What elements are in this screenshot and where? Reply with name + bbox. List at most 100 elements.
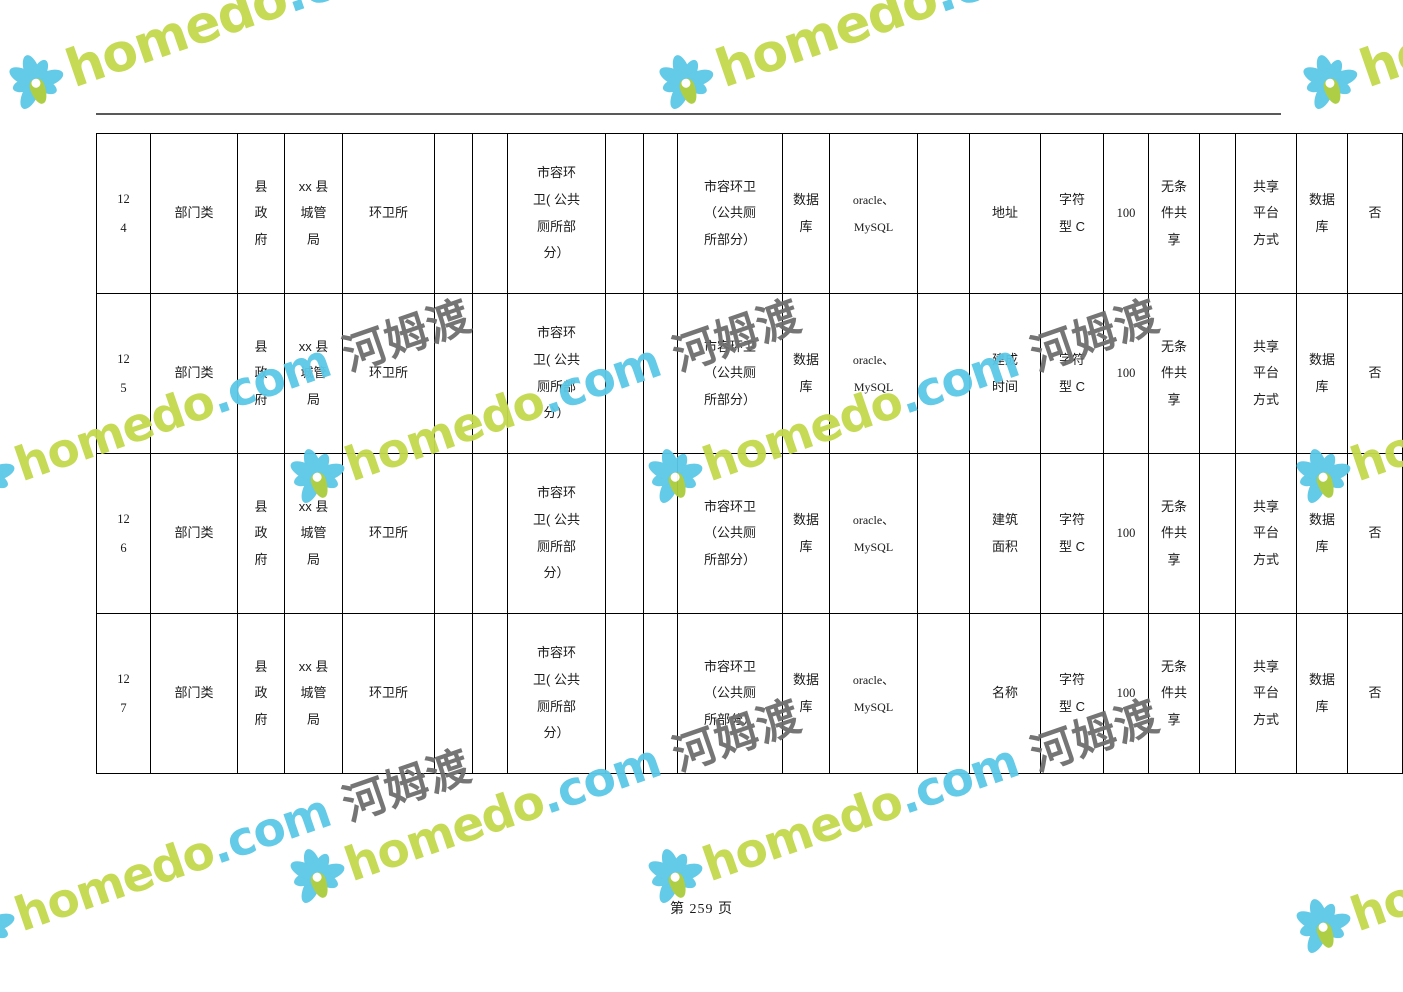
flower-petal-icon (649, 869, 675, 890)
table-row: 12 6 部门类县政府 xx 县城管局环卫所 市容环 卫( 公共 厕所部 分） 市容环卫 （公共厕… (96, 453, 1403, 614)
resource-catalog-table: 12 4 部门类县政府 xx 县城管局环卫所 市容环 卫( 公共 厕所部 分） 市容环卫 （公共厕… (96, 133, 1403, 774)
flower-petal-icon (299, 847, 323, 878)
cell-department: 环卫所 (342, 613, 435, 774)
flower-leaf-icon (0, 470, 1, 501)
flower-petal-icon (1328, 66, 1360, 90)
cell-database-type: oracle、 MySQL (829, 613, 918, 774)
table-row: 12 5 部门类县政府 xx 县城管局环卫所 市容环 卫( 公共 厕所部 分） 市容环卫 （公共厕… (96, 293, 1403, 454)
cell-blank (917, 293, 970, 454)
cell-resource-format: 数据库 (782, 613, 830, 774)
cell-department: 环卫所 (342, 453, 435, 614)
cell-field-name: 地址 (969, 133, 1041, 294)
flower-petal-icon (310, 851, 333, 877)
cell-share-form: 数据库 (1296, 453, 1348, 614)
cell-blank (917, 613, 970, 774)
flower-petal-icon (315, 860, 347, 884)
flower-petal-icon (0, 470, 11, 492)
cell-share-form: 数据库 (1296, 613, 1348, 774)
cell-department: 环卫所 (342, 133, 435, 294)
watermark-brand-name: homedo (58, 0, 295, 100)
cell-gov-level: 县政府 (237, 613, 285, 774)
cell-organization: xx 县城管局 (284, 293, 343, 454)
flower-petal-icon (18, 53, 42, 84)
flower-petal-icon (10, 75, 36, 96)
flower-leaf-icon (1320, 76, 1344, 107)
cell-blank (605, 293, 644, 454)
flower-petal-icon (1312, 53, 1336, 84)
flower-petal-icon (0, 451, 3, 477)
cell-resource-format: 数据库 (782, 133, 830, 294)
cell-resource-format: 数据库 (782, 453, 830, 614)
cell-blank (643, 613, 678, 774)
cell-gov-level: 县政府 (237, 453, 285, 614)
flower-petal-icon (1304, 75, 1330, 96)
flower-leaf-icon (666, 870, 689, 901)
flower-petal-icon (34, 66, 66, 90)
flower-petal-icon (1320, 920, 1347, 942)
row-sequence: 12 5 (96, 293, 151, 454)
cell-category: 部门类 (150, 293, 238, 454)
flower-petal-icon (314, 870, 341, 892)
flower-petal-icon (683, 76, 709, 98)
watermark-brand-name: homedo (1343, 823, 1403, 943)
cell-blank (1199, 133, 1236, 294)
watermark-brand-name: homedo (337, 773, 551, 893)
cell-category: 部门类 (150, 613, 238, 774)
cell-field-name: 名称 (969, 613, 1041, 774)
cell-field-type: 字符型 C (1040, 453, 1104, 614)
flower-core-icon (1323, 77, 1336, 89)
cell-blank (643, 453, 678, 614)
flower-petal-icon (645, 857, 677, 883)
cell-catalog-name: 市容环卫 （公共厕 所部分） (677, 293, 783, 454)
watermark-brand-tld: .com (925, 0, 1074, 25)
cell-resource-name: 市容环 卫( 公共 厕所部 分） (507, 293, 606, 454)
homedo-flower-logo-icon (1290, 44, 1369, 123)
cell-share-type: 无条 件共享 (1148, 133, 1200, 294)
row-sequence: 12 7 (96, 613, 151, 774)
flower-petal-icon (657, 847, 681, 878)
flower-petal-icon (0, 460, 17, 484)
cell-blank (917, 133, 970, 294)
cell-blank (643, 133, 678, 294)
table-row: 12 4 部门类县政府 xx 县城管局环卫所 市容环 卫( 公共 厕所部 分） 市容环卫 （公共厕… (96, 133, 1403, 294)
cell-database-type: oracle、 MySQL (829, 293, 918, 454)
flower-petal-icon (1300, 63, 1331, 89)
watermark-brand-tld: .com (203, 783, 338, 876)
cell-organization: xx 县城管局 (284, 133, 343, 294)
table-row: 12 7 部门类县政府 xx 县城管局环卫所 市容环 卫( 公共 厕所部 分） 市容环卫 （公共厕… (96, 613, 1403, 774)
flower-core-icon (310, 871, 323, 883)
cell-database-type: oracle、 MySQL (829, 453, 918, 614)
row-sequence: 12 4 (96, 133, 151, 294)
cell-resource-name: 市容环 卫( 公共 厕所部 分） (507, 453, 606, 614)
cell-blank (434, 453, 473, 614)
flower-petal-icon (684, 66, 716, 90)
flower-petal-icon (291, 869, 317, 890)
cell-is-open: 否 (1347, 453, 1403, 614)
flower-leaf-icon (26, 76, 50, 107)
cell-blank (434, 133, 473, 294)
cell-share-method: 共享 平台 方式 (1235, 293, 1297, 454)
cell-blank (472, 133, 508, 294)
flower-leaf-icon (676, 76, 700, 107)
flower-core-icon (679, 77, 692, 89)
cell-catalog-name: 市容环卫 （公共厕 所部分） (677, 453, 783, 614)
cell-share-form: 数据库 (1296, 293, 1348, 454)
cell-field-name: 建成 时间 (969, 293, 1041, 454)
cell-field-length: 100 (1103, 613, 1149, 774)
cell-share-method: 共享 平台 方式 (1235, 613, 1297, 774)
flower-petal-icon (656, 63, 687, 89)
flower-petal-icon (1309, 81, 1336, 113)
cell-blank (434, 293, 473, 454)
cell-share-method: 共享 平台 方式 (1235, 133, 1297, 294)
flower-petal-icon (0, 920, 11, 942)
flower-petal-icon (1323, 57, 1345, 83)
cell-resource-name: 市容环 卫( 公共 厕所部 分） (507, 613, 606, 774)
cell-blank (1199, 293, 1236, 454)
flower-core-icon (1316, 921, 1329, 933)
cell-blank (472, 613, 508, 774)
cell-blank (605, 453, 644, 614)
flower-petal-icon (33, 76, 59, 98)
page-number-footer: 第 259 页 (670, 902, 733, 917)
flower-petal-icon (1297, 919, 1323, 940)
